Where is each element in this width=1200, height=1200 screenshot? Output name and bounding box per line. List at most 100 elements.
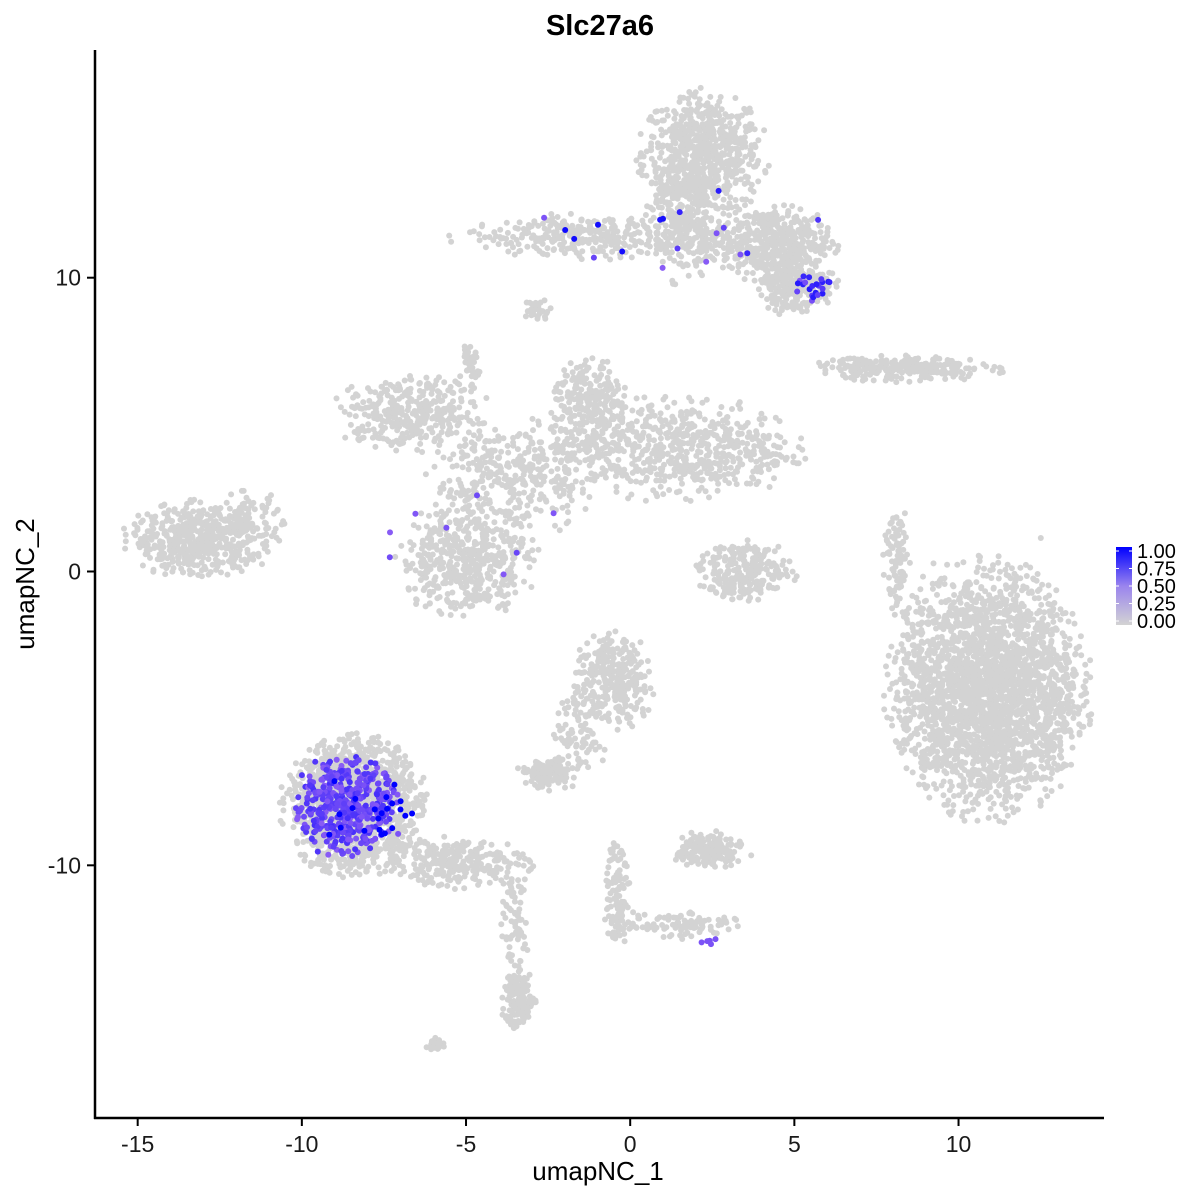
cell-point	[647, 469, 654, 476]
cell-point	[475, 420, 482, 427]
cell-point	[360, 434, 367, 441]
cell-point	[699, 399, 706, 406]
cell-point	[727, 194, 734, 201]
cell-point	[726, 263, 733, 270]
cell-point	[477, 504, 484, 511]
cell-point	[690, 221, 697, 228]
cell-point	[453, 429, 460, 436]
cell-point	[230, 536, 236, 543]
cell-point	[497, 226, 504, 233]
cell-point	[657, 435, 664, 442]
cell-point	[616, 447, 622, 454]
cell-point	[607, 462, 614, 468]
cell-point	[678, 253, 685, 260]
cell-point	[175, 560, 182, 567]
cell-point	[341, 408, 348, 415]
cell-point	[158, 503, 165, 510]
cell-point	[219, 559, 226, 566]
cell-point	[642, 497, 649, 504]
cell-point	[122, 545, 129, 552]
cell-point	[484, 552, 491, 559]
cell-point	[732, 209, 739, 216]
cell-point	[178, 565, 185, 572]
cell-point	[786, 240, 793, 247]
cell-point	[734, 437, 741, 444]
cell-point	[122, 531, 129, 538]
cell-point	[737, 449, 744, 456]
cell-point	[186, 554, 192, 561]
cell-point	[467, 399, 474, 406]
cell-point	[776, 452, 783, 458]
cell-point	[153, 543, 160, 550]
cell-point	[692, 122, 699, 129]
cell-point	[766, 484, 773, 490]
cell-point	[530, 427, 536, 434]
cell-point	[487, 563, 494, 570]
cell-point	[452, 535, 459, 542]
cell-point	[693, 234, 700, 241]
cell-point	[709, 118, 715, 125]
cell-point	[436, 390, 443, 397]
cell-point	[771, 462, 778, 469]
cell-point	[437, 484, 444, 491]
cell-point	[689, 441, 696, 448]
cell-point	[423, 374, 430, 381]
cell-point	[696, 96, 703, 103]
cell-point	[854, 360, 861, 367]
cell-point	[664, 112, 671, 119]
cell-point	[729, 454, 736, 461]
cell-point	[482, 531, 489, 538]
cell-point	[755, 466, 761, 473]
cell-point	[810, 240, 817, 247]
cell-point	[579, 427, 585, 434]
cell-point	[772, 414, 779, 421]
cell-point	[584, 475, 591, 482]
cell-point	[578, 256, 585, 263]
cell-point	[473, 456, 480, 463]
cell-point	[781, 439, 788, 446]
cell-point	[559, 480, 566, 487]
cell-point	[261, 519, 268, 526]
cell-point	[672, 130, 678, 136]
cell-point	[742, 259, 749, 266]
cell-point	[664, 434, 671, 441]
cell-point	[742, 422, 749, 429]
cell-point	[799, 308, 806, 315]
cell-point	[495, 544, 502, 551]
cell-point	[385, 406, 392, 413]
cell-point	[668, 249, 675, 256]
cell-point	[773, 275, 780, 282]
cell-point	[665, 170, 672, 177]
cell-point	[456, 443, 463, 450]
cell-point	[526, 564, 533, 571]
cell-point	[196, 544, 203, 551]
cell-point	[461, 343, 468, 350]
cell-point	[224, 571, 231, 578]
cell-point	[505, 449, 512, 456]
cell-point	[606, 394, 613, 401]
cell-point	[599, 430, 606, 437]
cell-point	[665, 145, 672, 152]
cell-point	[476, 231, 483, 238]
cell-point	[460, 612, 467, 619]
cell-point	[217, 505, 224, 511]
cell-point	[731, 476, 738, 483]
cell-point	[758, 410, 765, 417]
cell-point	[771, 203, 778, 210]
cell-point	[491, 438, 498, 444]
cell-point	[726, 182, 733, 189]
cell-point	[255, 553, 262, 560]
cell-point	[747, 147, 754, 153]
cell-point	[771, 442, 777, 449]
cell-point	[688, 410, 694, 417]
cell-point	[655, 204, 662, 211]
cell-point	[613, 488, 620, 495]
cell-point	[737, 176, 744, 183]
cell-point	[657, 246, 664, 253]
cell-point	[788, 228, 795, 235]
cell-point	[451, 417, 458, 423]
cell-point	[591, 408, 597, 415]
cell-point	[751, 163, 757, 170]
cell-point	[672, 438, 679, 445]
cell-point	[758, 292, 765, 299]
